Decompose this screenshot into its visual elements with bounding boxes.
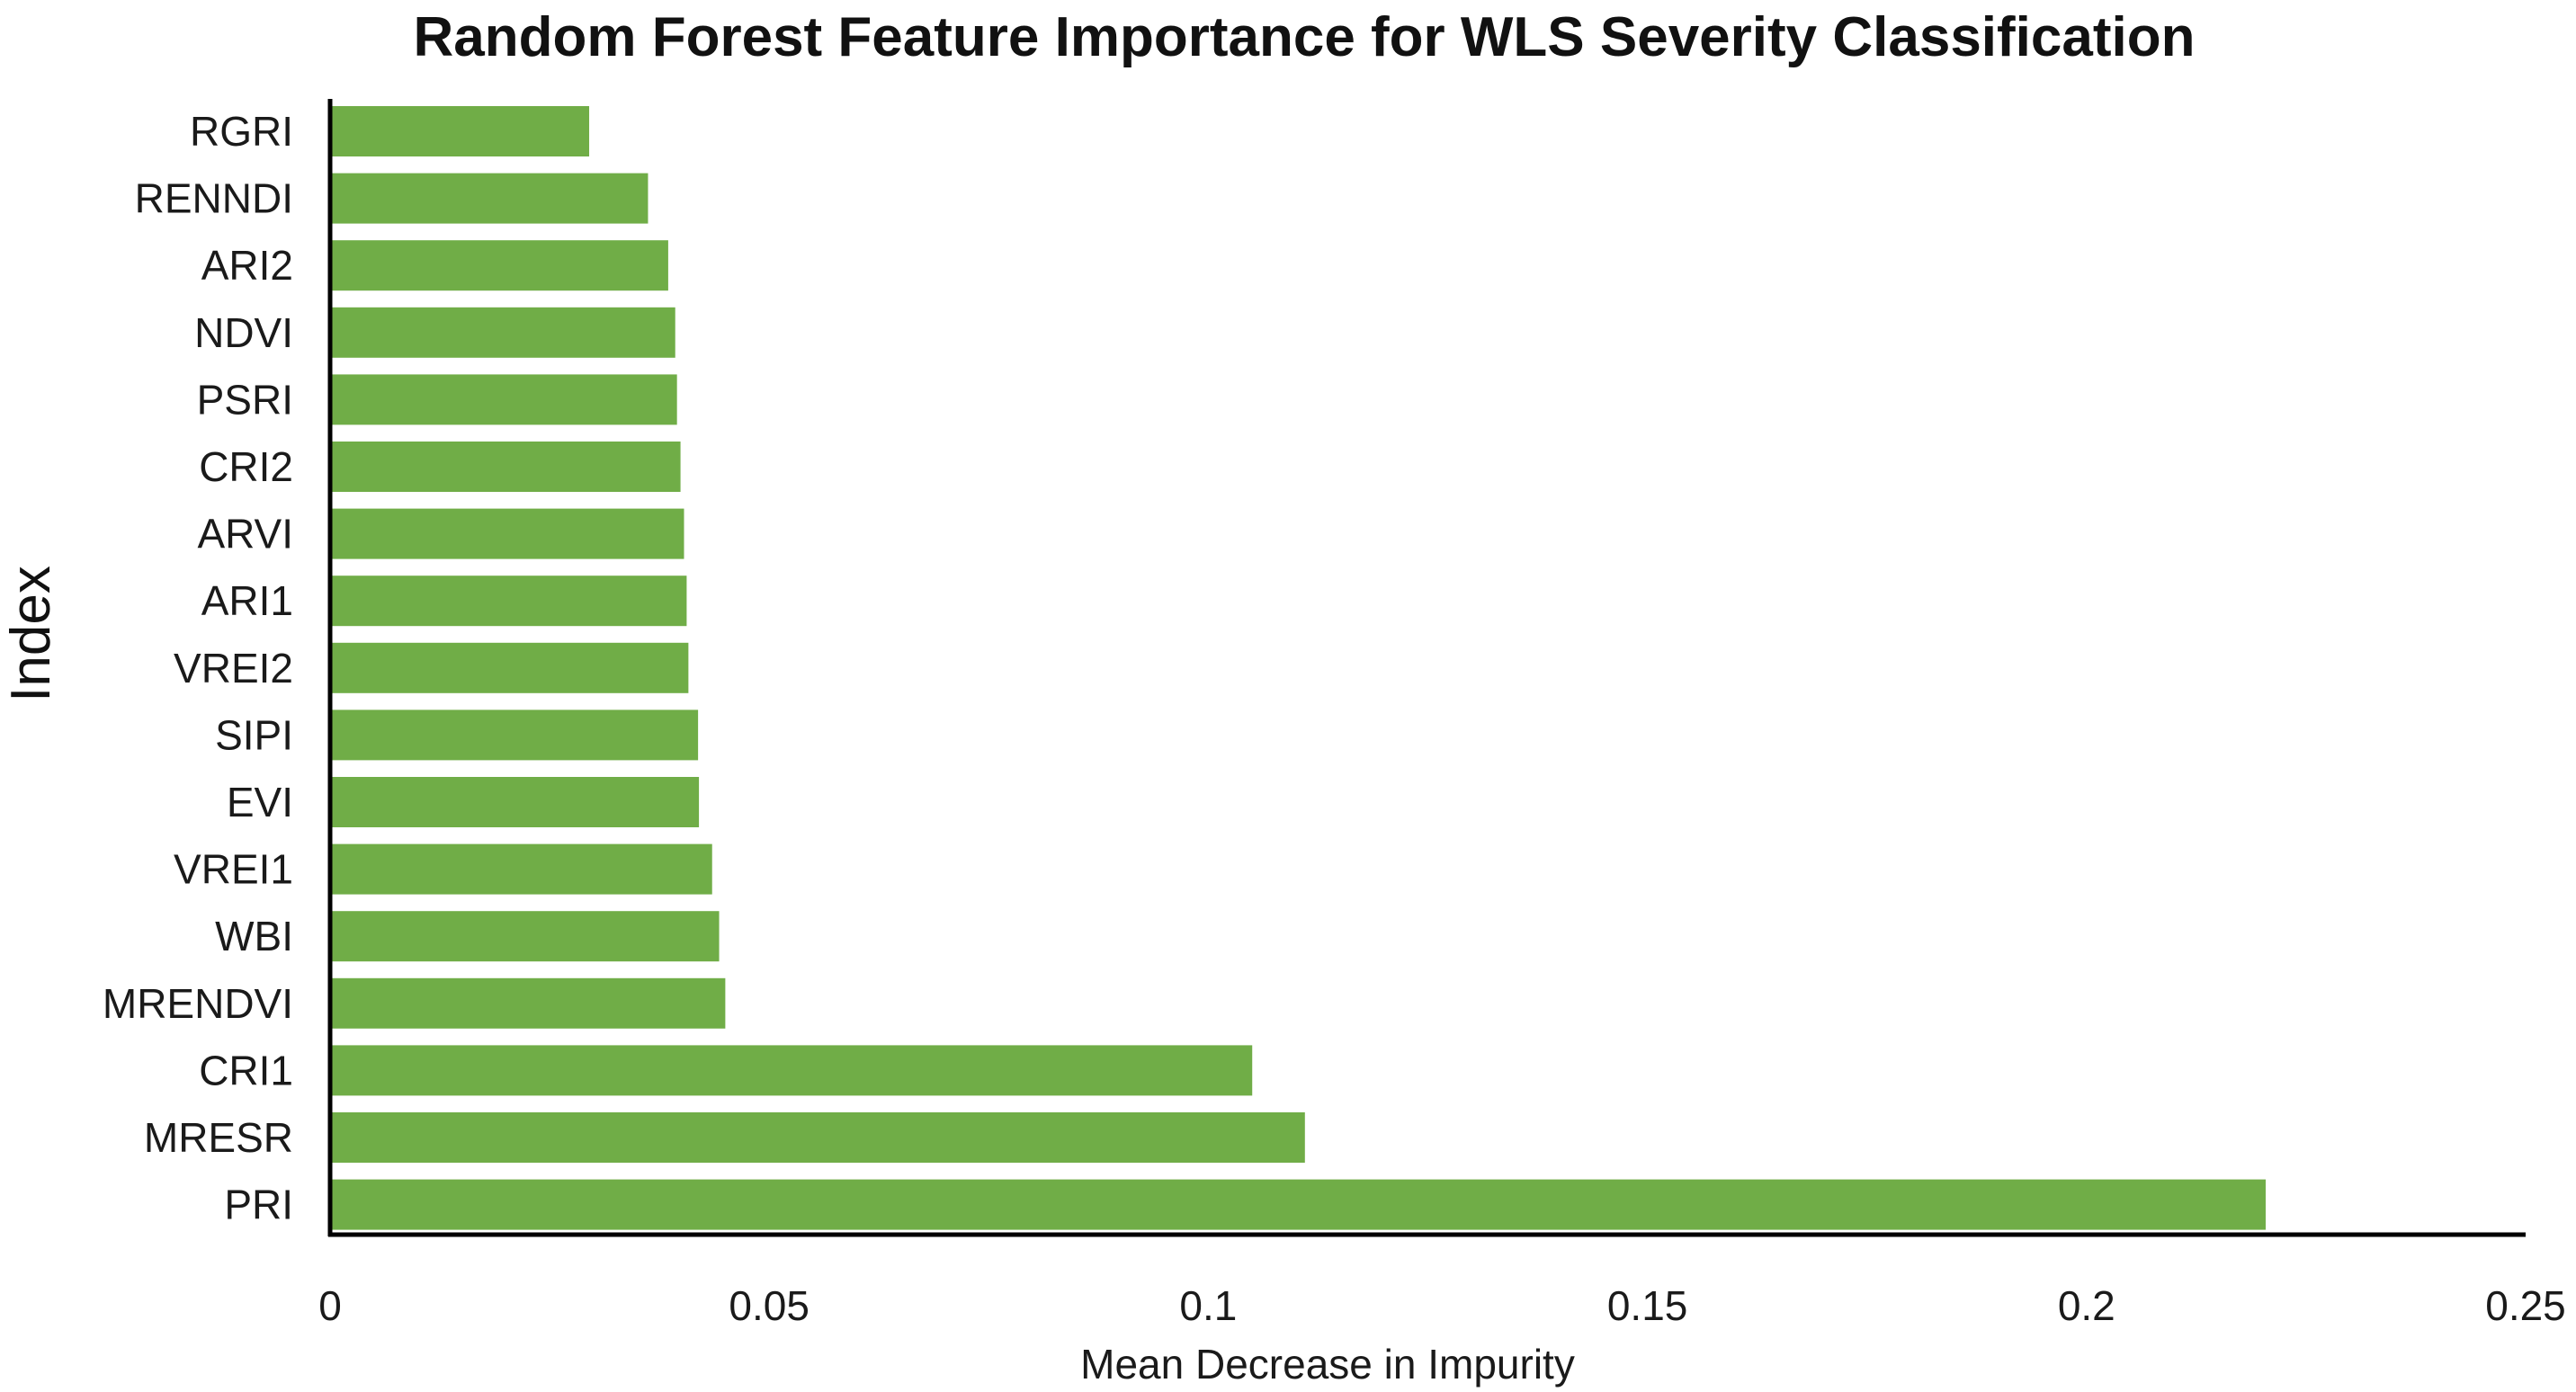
bar-psri bbox=[330, 374, 677, 425]
bar-mresr bbox=[330, 1112, 1305, 1163]
category-label-sipi: SIPI bbox=[215, 711, 293, 758]
chart-title: Random Forest Feature Importance for WLS… bbox=[413, 6, 2195, 68]
x-tick-label: 0.1 bbox=[1179, 1282, 1237, 1329]
category-label-arvi: ARVI bbox=[197, 511, 293, 558]
category-label-pri: PRI bbox=[224, 1182, 293, 1228]
bar-cri2 bbox=[330, 442, 681, 492]
category-label-wbi: WBI bbox=[215, 913, 293, 959]
category-label-cri2: CRI2 bbox=[199, 443, 293, 490]
bar-mrendvi bbox=[330, 977, 726, 1029]
category-label-rgri: RGRI bbox=[190, 108, 293, 155]
category-label-mrendvi: MRENDVI bbox=[103, 980, 293, 1027]
x-tick-label: 0.25 bbox=[2485, 1282, 2566, 1329]
category-label-ndvi: NDVI bbox=[194, 309, 293, 356]
category-label-vrei1: VREI1 bbox=[174, 846, 293, 893]
category-label-mresr: MRESR bbox=[144, 1114, 293, 1161]
category-label-vrei2: VREI2 bbox=[174, 645, 293, 692]
category-label-psri: PSRI bbox=[197, 376, 293, 423]
y-axis-title: Index bbox=[0, 566, 62, 702]
x-axis-title: Mean Decrease in Impurity bbox=[1080, 1341, 1575, 1388]
category-label-ari2: ARI2 bbox=[201, 242, 293, 289]
bar-ndvi bbox=[330, 307, 675, 358]
bar-renndi bbox=[330, 173, 648, 224]
bar-rgri bbox=[330, 106, 590, 156]
bar-vrei2 bbox=[330, 642, 689, 693]
x-tick-labels-group: 0 0.05 0.1 0.15 0.2 0.25 bbox=[318, 1282, 2566, 1329]
bar-cri1 bbox=[330, 1045, 1253, 1096]
bar-vrei1 bbox=[330, 843, 712, 895]
x-tick-label: 0.15 bbox=[1607, 1282, 1688, 1329]
bar-evi bbox=[330, 777, 700, 827]
bar-wbi bbox=[330, 911, 720, 962]
x-tick-label: 0 bbox=[318, 1282, 342, 1329]
bars-group bbox=[330, 106, 2266, 1230]
category-label-cri1: CRI1 bbox=[199, 1047, 293, 1093]
category-labels-group: RGRI RENNDI ARI2 NDVI PSRI CRI2 ARVI ARI1 VREI2 S… bbox=[103, 108, 293, 1228]
x-tick-label: 0.05 bbox=[729, 1282, 809, 1329]
x-tick-label: 0.2 bbox=[2058, 1282, 2115, 1329]
category-label-evi: EVI bbox=[227, 779, 293, 825]
bar-sipi bbox=[330, 709, 699, 761]
bar-pri bbox=[330, 1179, 2266, 1230]
bar-ari2 bbox=[330, 240, 668, 291]
bar-arvi bbox=[330, 508, 684, 559]
bar-ari1 bbox=[330, 576, 687, 627]
category-label-renndi: RENNDI bbox=[135, 175, 293, 222]
category-label-ari1: ARI1 bbox=[201, 577, 293, 624]
